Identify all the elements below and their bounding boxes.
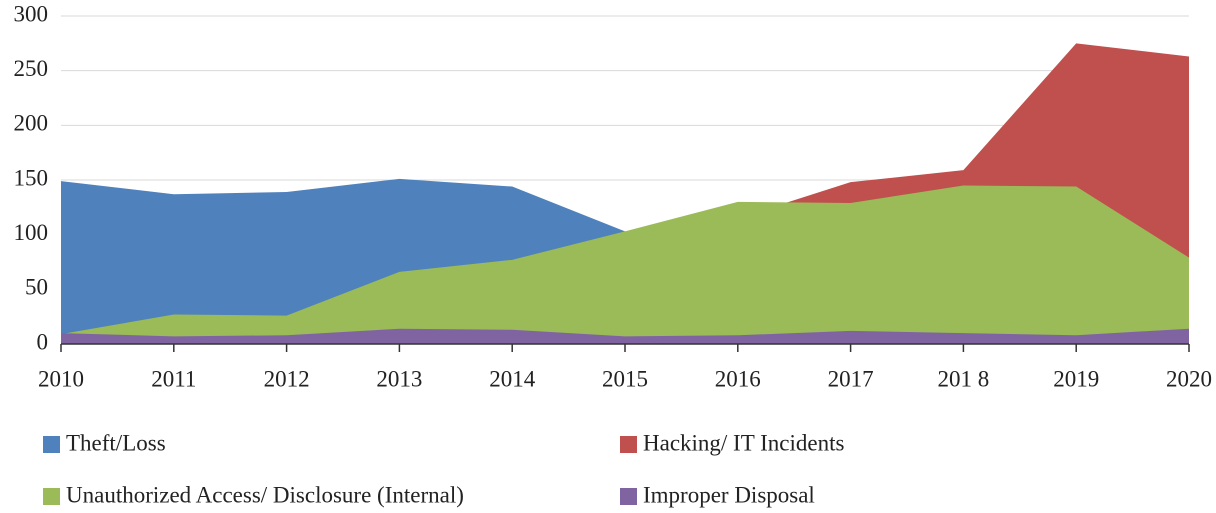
legend-swatch [43,436,60,453]
legend-label: Improper Disposal [643,482,815,507]
y-tick-label: 250 [14,56,49,81]
legend-label: Theft/Loss [66,430,166,455]
x-tick-label: 2014 [489,366,536,391]
y-tick-label: 300 [14,1,49,26]
legend-swatch [620,488,637,505]
legend-label: Unauthorized Access/ Disclosure (Interna… [66,482,464,507]
y-tick-label: 200 [14,111,49,136]
x-tick-label: 2020 [1166,366,1212,391]
area [61,185,1189,344]
legend-swatch [43,488,60,505]
x-tick-label: 2019 [1053,366,1099,391]
y-tick-label: 100 [14,220,49,245]
y-tick-label: 0 [37,329,49,354]
x-tick-label: 2016 [715,366,761,391]
x-tick-label: 2017 [828,366,874,391]
x-tick-label: 2011 [151,366,196,391]
x-tick-label: 2013 [376,366,422,391]
area [61,328,1189,344]
y-tick-label: 150 [14,165,49,190]
legend-swatch [620,436,637,453]
legend-label: Hacking/ IT Incidents [643,430,844,455]
x-tick-label: 2015 [602,366,648,391]
y-tick-label: 50 [25,275,48,300]
x-tick-label: 2010 [38,366,84,391]
x-tick-label: 201 8 [938,366,990,391]
x-tick-label: 2012 [264,366,310,391]
